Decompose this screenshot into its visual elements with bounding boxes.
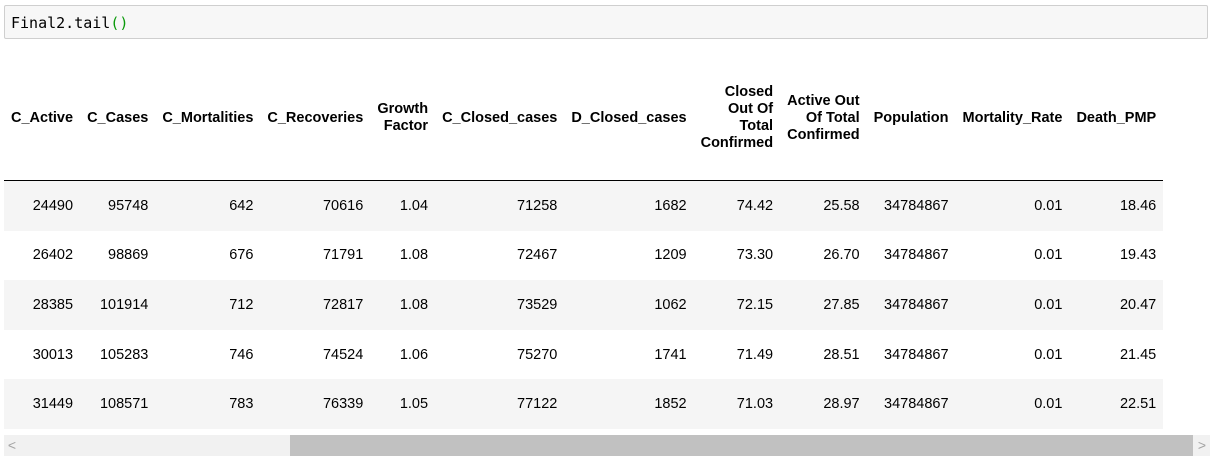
column-header-c-active: C_Active [4,56,81,181]
table-cell: 34784867 [866,180,956,231]
table-cell: 95748 [80,180,156,231]
column-header-death-pmp: Death_PMP [1069,56,1164,181]
table-cell: 19.43 [1069,230,1164,281]
scroll-left-arrow-icon[interactable]: < [7,437,17,453]
table-cell: 1209 [564,230,694,281]
horizontal-scrollbar[interactable]: < > [4,435,1210,456]
column-header-closed-out-of-total-confirmed: Closed Out Of Total Confirmed [693,56,781,181]
table-row: 26402 98869 676 71791 1.08 72467 1209 73.30 26.7… [4,230,1164,281]
table-cell: 1852 [564,379,694,429]
table-cell: 101914 [80,280,156,330]
table-cell: 18.46 [1069,180,1164,231]
table-cell: 20.47 [1069,280,1164,330]
column-header-c-mortalities: C_Mortalities [155,56,261,181]
table-row: 24490 95748 642 70616 1.04 71258 1682 74.42 25.5… [4,180,1164,231]
table-cell: 1.08 [370,230,436,281]
table-cell: 26402 [4,230,81,281]
table-cell: 72817 [260,280,371,330]
column-header-c-cases: C_Cases [80,56,156,181]
column-header-active-out-of-total-confirmed: Active Out Of Total Confirmed [780,56,867,181]
table-cell: 71791 [260,230,371,281]
table-cell: 72467 [435,230,565,281]
table-cell: 746 [155,329,261,380]
table-cell: 28.51 [780,329,867,380]
table-cell: 72.15 [693,280,781,330]
table-cell: 77122 [435,379,565,429]
column-header-c-closed-cases: C_Closed_cases [435,56,565,181]
code-function-call: Final2.tail [11,14,111,32]
dataframe-output-table: C_Active C_Cases C_Mortalities C_Recover… [4,56,1164,429]
table-cell: 0.01 [955,379,1070,429]
code-input-cell[interactable]: Final2.tail() [4,5,1208,39]
table-cell: 1062 [564,280,694,330]
table-cell: 1.08 [370,280,436,330]
table-cell: 22.51 [1069,379,1164,429]
table-cell: 0.01 [955,230,1070,281]
table-cell: 30013 [4,329,81,380]
table-cell: 28.97 [780,379,867,429]
table-cell: 0.01 [955,280,1070,330]
table-cell: 34784867 [866,280,956,330]
table-cell: 73.30 [693,230,781,281]
scroll-right-arrow-icon[interactable]: > [1197,437,1207,453]
table-cell: 98869 [80,230,156,281]
table-cell: 70616 [260,180,371,231]
table-cell: 0.01 [955,180,1070,231]
table-cell: 73529 [435,280,565,330]
table-header-row: C_Active C_Cases C_Mortalities C_Recover… [4,56,1164,181]
column-header-population: Population [866,56,956,181]
table-row: 28385 101914 712 72817 1.08 73529 1062 72.15 27.… [4,280,1164,330]
column-header-mortality-rate: Mortality_Rate [955,56,1070,181]
table-cell: 1.06 [370,329,436,380]
table-cell: 75270 [435,329,565,380]
table-cell: 1.04 [370,180,436,231]
table-cell: 74.42 [693,180,781,231]
code-text: Final2.tail() [11,14,128,32]
column-header-c-recoveries: C_Recoveries [260,56,371,181]
table-cell: 21.45 [1069,329,1164,380]
table-cell: 27.85 [780,280,867,330]
table-cell: 34784867 [866,230,956,281]
table-cell: 25.58 [780,180,867,231]
table-cell: 642 [155,180,261,231]
table-cell: 76339 [260,379,371,429]
table-cell: 71.49 [693,329,781,380]
table-cell: 34784867 [866,329,956,380]
table-cell: 783 [155,379,261,429]
code-parens: () [110,14,129,32]
table-cell: 74524 [260,329,371,380]
column-header-d-closed-cases: D_Closed_cases [564,56,694,181]
table-cell: 108571 [80,379,156,429]
scrollbar-thumb[interactable] [290,435,1193,456]
table-cell: 105283 [80,329,156,380]
table-cell: 24490 [4,180,81,231]
table-cell: 712 [155,280,261,330]
table-cell: 1741 [564,329,694,380]
table-cell: 0.01 [955,329,1070,380]
table-cell: 34784867 [866,379,956,429]
table-cell: 1682 [564,180,694,231]
table-cell: 71.03 [693,379,781,429]
table-cell: 71258 [435,180,565,231]
table-cell: 26.70 [780,230,867,281]
table-cell: 1.05 [370,379,436,429]
column-header-growth-factor: Growth Factor [370,56,436,181]
table-cell: 676 [155,230,261,281]
table-cell: 31449 [4,379,81,429]
table-row: 31449 108571 783 76339 1.05 77122 1852 71.03 28.… [4,379,1164,429]
table-row: 30013 105283 746 74524 1.06 75270 1741 71.49 28.… [4,329,1164,380]
table-cell: 28385 [4,280,81,330]
